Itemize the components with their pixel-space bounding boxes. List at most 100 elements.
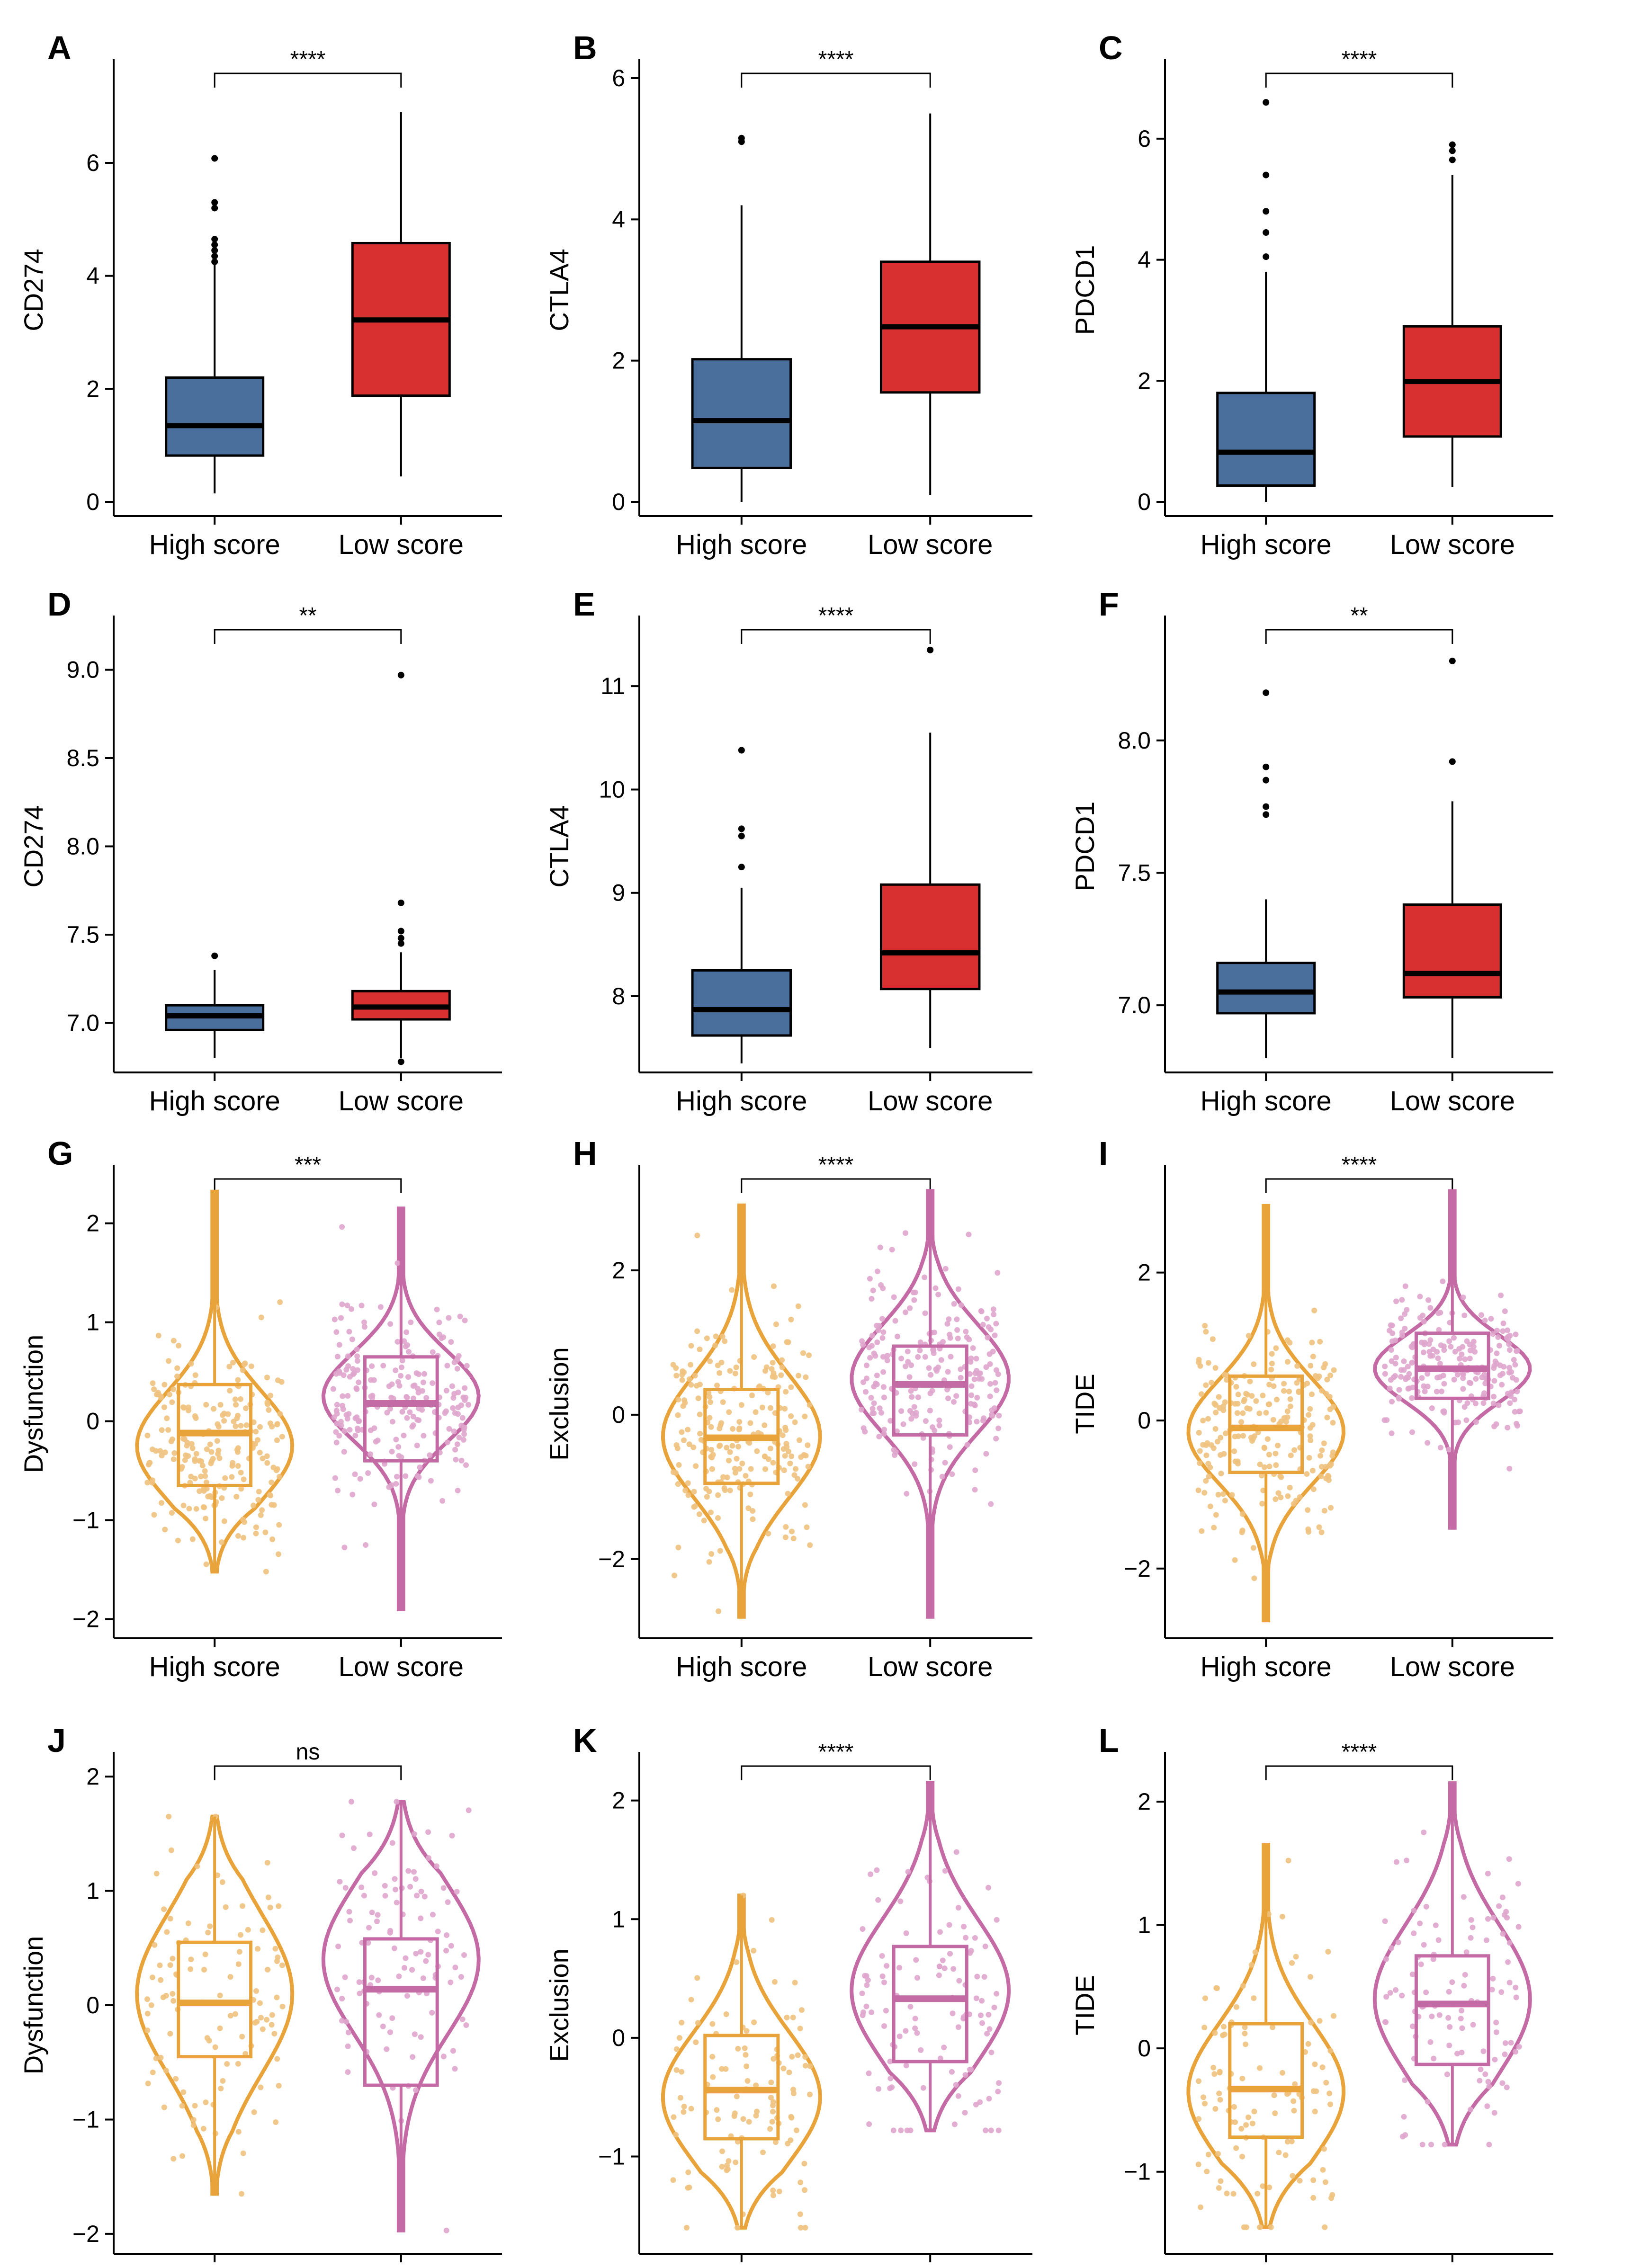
outlier-point xyxy=(738,832,745,839)
jitter-point xyxy=(681,2109,687,2115)
jitter-point xyxy=(995,1371,1001,1377)
jitter-point xyxy=(1231,1448,1237,1454)
jitter-point xyxy=(420,1975,426,1981)
jitter-point xyxy=(355,1425,360,1431)
jitter-point xyxy=(974,1394,980,1401)
jitter-point xyxy=(869,1406,876,1412)
jitter-point xyxy=(876,2086,882,2092)
jitter-point xyxy=(1251,1361,1257,1367)
outlier-point xyxy=(211,252,218,259)
jitter-point xyxy=(199,1463,206,1469)
jitter-point xyxy=(233,1402,239,1408)
jitter-point xyxy=(880,1285,886,1291)
jitter-point xyxy=(678,2095,683,2101)
jitter-point xyxy=(1396,1387,1402,1393)
jitter-point xyxy=(1468,1935,1474,1941)
jitter-point xyxy=(908,1362,914,1368)
jitter-point xyxy=(238,1396,243,1402)
jitter-point xyxy=(880,1369,887,1375)
jitter-point xyxy=(235,1463,241,1469)
jitter-point xyxy=(1480,2048,1487,2054)
jitter-point xyxy=(789,2054,795,2060)
significance-label: **** xyxy=(818,1740,854,1765)
jitter-point xyxy=(770,2192,776,2198)
jitter-point xyxy=(268,1492,274,1499)
jitter-point xyxy=(717,1548,723,1554)
jitter-point xyxy=(1261,1464,1267,1470)
jitter-point xyxy=(264,1460,270,1466)
jitter-point xyxy=(394,1260,401,1266)
jitter-point xyxy=(1484,2103,1490,2109)
y-tick-label: −1 xyxy=(598,2143,625,2170)
jitter-point xyxy=(946,1316,952,1322)
jitter-point xyxy=(1312,2061,1318,2067)
x-category-label: High score xyxy=(1201,2267,1332,2268)
jitter-point xyxy=(1239,2153,1245,2160)
jitter-point xyxy=(265,1894,271,1901)
jitter-point xyxy=(1210,1336,1216,1342)
jitter-point xyxy=(1240,1983,1246,1989)
inner-box xyxy=(1228,1374,1304,1474)
jitter-point xyxy=(1331,1367,1337,1373)
jitter-point xyxy=(927,1408,933,1414)
jitter-point xyxy=(371,1425,377,1431)
jitter-point xyxy=(988,1326,994,1332)
jitter-point xyxy=(394,1339,401,1345)
jitter-point xyxy=(782,1534,789,1540)
jitter-point xyxy=(780,2065,787,2072)
jitter-point xyxy=(144,2027,151,2034)
jitter-point xyxy=(1490,1915,1497,1920)
jitter-point xyxy=(170,1955,176,1962)
jitter-point xyxy=(704,1494,710,1500)
jitter-point xyxy=(674,2046,680,2052)
jitter-point xyxy=(1486,2142,1492,2148)
jitter-point xyxy=(866,1344,872,1350)
jitter-point xyxy=(1425,1440,1431,1446)
jitter-point xyxy=(955,2093,961,2099)
jitter-point xyxy=(782,1453,788,1459)
jitter-point xyxy=(734,2093,740,2099)
jitter-point xyxy=(391,1945,397,1951)
jitter-point xyxy=(955,1335,961,1341)
jitter-point xyxy=(1491,2110,1497,2116)
jitter-point xyxy=(1259,1473,1265,1479)
jitter-point xyxy=(679,1372,685,1378)
jitter-point xyxy=(1516,2044,1522,2050)
jitter-point xyxy=(1409,1971,1416,1977)
outlier-point xyxy=(738,134,745,142)
jitter-point xyxy=(157,1448,163,1454)
jitter-point xyxy=(1211,2071,1218,2077)
jitter-point xyxy=(356,1979,362,1985)
jitter-point xyxy=(896,2033,903,2039)
jitter-point xyxy=(688,1382,694,1388)
x-category-label: Low score xyxy=(339,2267,464,2268)
jitter-point xyxy=(994,1991,1000,1997)
jitter-point xyxy=(947,1335,953,1341)
jitter-point xyxy=(922,1310,928,1316)
jitter-point xyxy=(1448,1344,1454,1350)
jitter-point xyxy=(1243,2224,1249,2230)
jitter-point xyxy=(1321,1440,1327,1447)
jitter-point xyxy=(703,1486,709,1492)
jitter-point xyxy=(1429,2013,1435,2019)
jitter-point xyxy=(179,2103,185,2109)
jitter-point xyxy=(708,1509,714,1516)
jitter-point xyxy=(723,2011,729,2017)
jitter-point xyxy=(863,1375,869,1382)
jitter-point xyxy=(411,1869,417,1875)
jitter-point xyxy=(1494,1360,1500,1366)
jitter-point xyxy=(955,2024,961,2030)
jitter-point xyxy=(881,1427,887,1433)
jitter-point xyxy=(166,1813,172,1820)
inner-box xyxy=(1414,1954,1490,2066)
jitter-point xyxy=(767,1446,773,1452)
jitter-point xyxy=(1257,1461,1263,1467)
jitter-point xyxy=(423,1958,429,1964)
jitter-point xyxy=(688,1362,694,1368)
panel-label: C xyxy=(1099,29,1123,66)
jitter-point xyxy=(860,1926,866,1932)
jitter-point xyxy=(161,1382,168,1388)
jitter-point xyxy=(1245,1392,1251,1398)
jitter-point xyxy=(401,1965,407,1971)
jitter-point xyxy=(233,1494,240,1500)
